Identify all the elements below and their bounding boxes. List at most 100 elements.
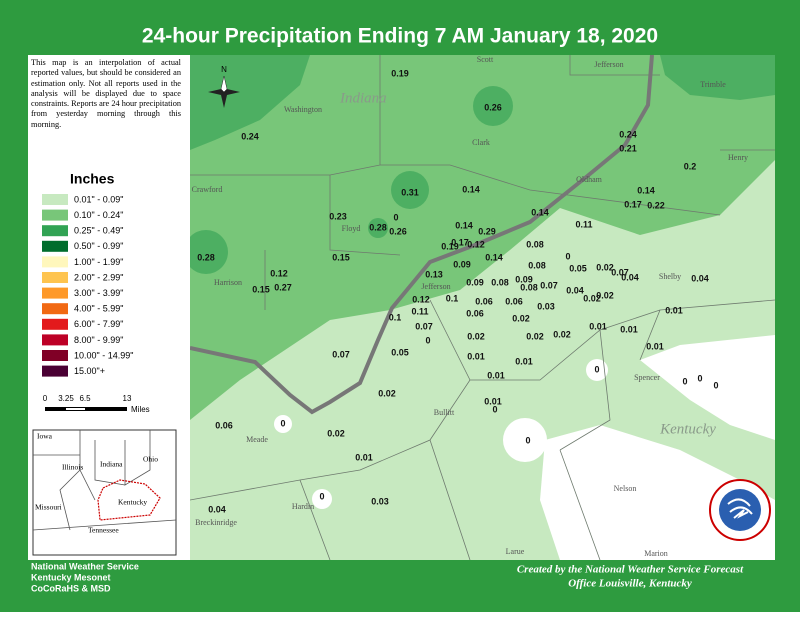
observation: 0.02 [596,290,614,300]
observation: 0.11 [411,306,428,316]
blank-zone [640,335,775,440]
legend-label: 10.00" - 14.99" [74,350,133,360]
observation: 0.06 [505,296,523,306]
observation: 0.28 [197,252,215,262]
place-label: Hardin [292,502,314,511]
observation: 0.08 [526,239,544,249]
observation: 0.14 [531,207,549,217]
observation: 0.1 [446,293,459,303]
blob [368,218,388,238]
footer-right: Created by the National Weather Service … [517,564,744,576]
legend-label: 8.00" - 9.99" [74,335,123,345]
observation: 0.15 [252,284,270,294]
legend-swatch [42,334,68,346]
observation: 0.09 [466,277,484,287]
note: This map is an interpolation of actual r… [31,58,181,129]
observation: 0.23 [329,211,347,221]
region-label: Indiana [339,90,387,106]
blank-zone [503,418,547,462]
place-label: Breckinridge [195,518,237,527]
zone-dark [190,55,310,150]
observation: 0.09 [453,259,471,269]
observation: 0.08 [528,260,546,270]
legend-label: 0.01" - 0.09" [74,194,123,204]
legend-swatch [42,365,68,377]
scale-tick: 0 [43,394,48,403]
observation: 0.02 [467,331,485,341]
legend-label: 2.00" - 2.99" [74,272,123,282]
observation: 0.27 [274,282,292,292]
observation: 0 [319,491,324,501]
observation: 0.19 [391,68,409,78]
observation: 0.22 [647,200,665,210]
legend-swatch [42,318,68,330]
observation: 0 [682,376,687,386]
inset-label: Illinois [62,463,83,472]
ohio-river [190,55,654,415]
place-label: Trimble [700,80,726,89]
observation: 0.02 [512,313,530,323]
observation: 0.28 [369,222,387,232]
legend-label: 15.00"+ [74,366,105,376]
scale-tick: 13 [123,394,132,403]
blob [473,86,513,126]
observation: 0.04 [208,504,226,514]
place-label: Henry [728,153,748,162]
legend-swatch [42,287,68,299]
footer-left: Kentucky Mesonet [31,572,111,582]
observation: 0.01 [487,370,505,380]
place-label: Washington [284,105,322,114]
observation: 0.12 [412,294,430,304]
observation: 0.21 [619,143,637,153]
observation: 0.26 [484,102,502,112]
observation: 0.04 [621,272,639,282]
place-label: Crawford [192,185,223,194]
place-label: Nelson [614,484,637,493]
legend-label: 3.00" - 3.99" [74,288,123,298]
observation: 0.14 [455,220,473,230]
observation: 0.02 [327,428,345,438]
observation: 0 [565,251,570,261]
scale-bar [66,408,85,410]
observation: 0.01 [620,324,638,334]
place-label: Harrison [214,278,242,287]
place-label: Marion [644,549,668,558]
place-label: Meade [246,435,268,444]
place-label: Clark [472,138,490,147]
blank-zone [586,359,608,381]
observation: 0.01 [589,321,607,331]
observation: 0 [393,212,398,222]
observation: 0.01 [484,396,502,406]
inset-label: Indiana [100,460,123,469]
region-label: Kentucky [659,421,716,437]
observation: 0.31 [401,187,419,197]
observation: 0.01 [665,305,683,315]
place-label: Spencer [634,373,660,382]
observation: 0.06 [215,420,233,430]
observation: 0.19 [441,241,459,251]
inset-label: Missouri [35,503,62,512]
compass-label: N [221,65,227,74]
legend-label: 1.00" - 1.99" [74,257,123,267]
legend-swatch [42,256,68,268]
legend-label: 4.00" - 5.99" [74,304,123,314]
scale-tick: 3.25 [58,394,74,403]
nws-logo [709,479,771,541]
legend-title: Inches [70,171,115,187]
observation: 0.14 [485,252,503,262]
legend-swatch [42,240,68,252]
place-label: Floyd [342,224,361,233]
legend-swatch [42,225,68,237]
observation: 0.24 [241,131,259,141]
zone-medium [190,55,775,420]
legend-swatch [42,272,68,283]
observation: 0.13 [425,269,443,279]
scale-bar [45,407,127,411]
observation: 0.29 [478,226,496,236]
observation: 0.05 [569,263,587,273]
scale-unit: Miles [131,405,150,414]
inset-map [32,429,177,556]
observation: 0.03 [371,496,389,506]
